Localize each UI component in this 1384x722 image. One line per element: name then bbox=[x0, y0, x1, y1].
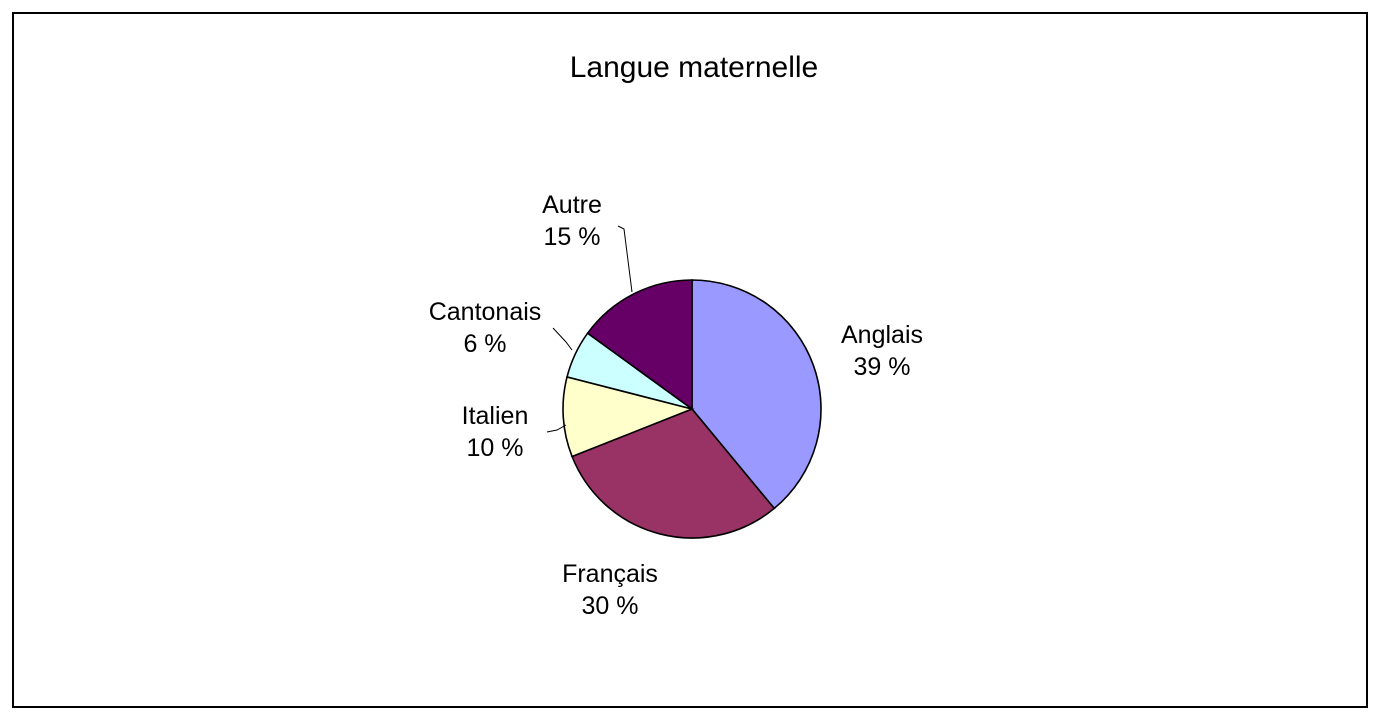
slice-label-percent: 15 % bbox=[544, 223, 601, 251]
pie-slice-autre bbox=[586, 279, 693, 411]
slices-layer bbox=[562, 279, 822, 539]
slice-label-name: Français bbox=[562, 560, 658, 588]
leader-lines-layer bbox=[546, 225, 633, 433]
pie-slice-fran-ais bbox=[571, 408, 776, 539]
slice-label-name: Autre bbox=[542, 191, 602, 219]
slice-label-percent: 10 % bbox=[467, 434, 524, 462]
pie-slice-anglais bbox=[691, 279, 822, 510]
chart-title: Langue maternelle bbox=[570, 51, 819, 84]
leader-line-cantonais bbox=[552, 327, 573, 351]
slice-label-percent: 6 % bbox=[463, 330, 506, 358]
leader-line-italien bbox=[546, 424, 567, 433]
labels-layer: Anglais 39 % Français 30 % Italien 10 % Canton… bbox=[429, 191, 923, 620]
leader-line-autre bbox=[617, 225, 633, 293]
slice-label-name: Cantonais bbox=[429, 298, 542, 326]
slice-label-name: Anglais bbox=[841, 321, 923, 349]
pie-slice-italien bbox=[562, 375, 695, 458]
slice-label-percent: 39 % bbox=[854, 353, 911, 381]
slice-label-name: Italien bbox=[462, 402, 529, 430]
slice-label-percent: 30 % bbox=[582, 592, 639, 620]
